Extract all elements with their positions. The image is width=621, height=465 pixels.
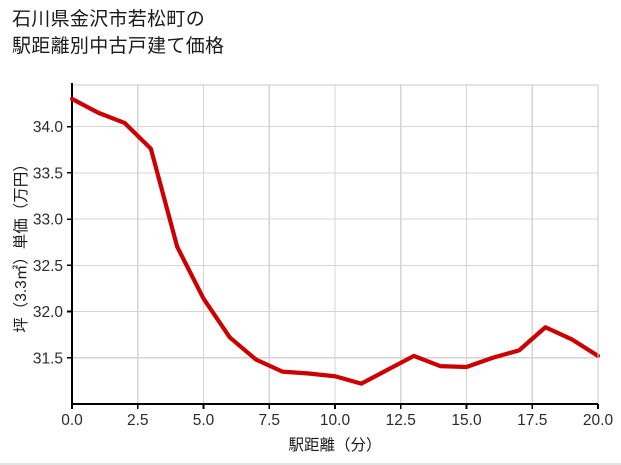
price-line-series [69,96,601,386]
y-axis-tick-label: 33.5 [33,165,63,182]
x-axis-label: 駅距離（分） [288,436,381,454]
chart-title: 石川県金沢市若松町の 駅距離別中古戸建て価格 [12,9,225,57]
x-axis-tick-label: 2.5 [127,412,149,429]
figure-bottom-divider [0,463,621,465]
y-axis-tick-label: 33.0 [33,212,64,229]
x-axis-tick-label: 5.0 [193,412,215,429]
x-axis-tick-label: 0.0 [61,412,83,429]
x-axis-tick-label: 12.5 [386,412,416,429]
y-axis-tick-label: 31.5 [33,350,63,367]
y-axis-tick-label: 32.5 [33,258,63,275]
x-axis-tick-label: 10.0 [320,412,351,429]
x-axis-tick-label: 7.5 [258,412,280,429]
y-axis-tick-label: 34.0 [33,119,64,136]
y-axis-label: 坪（3.3㎡）単価（万円） [12,156,30,333]
x-axis-tick-label: 20.0 [583,412,614,429]
y-axis-tick-label: 32.0 [33,304,64,321]
x-axis-tick-label: 17.5 [517,412,547,429]
x-axis-tick-label: 15.0 [451,412,482,429]
